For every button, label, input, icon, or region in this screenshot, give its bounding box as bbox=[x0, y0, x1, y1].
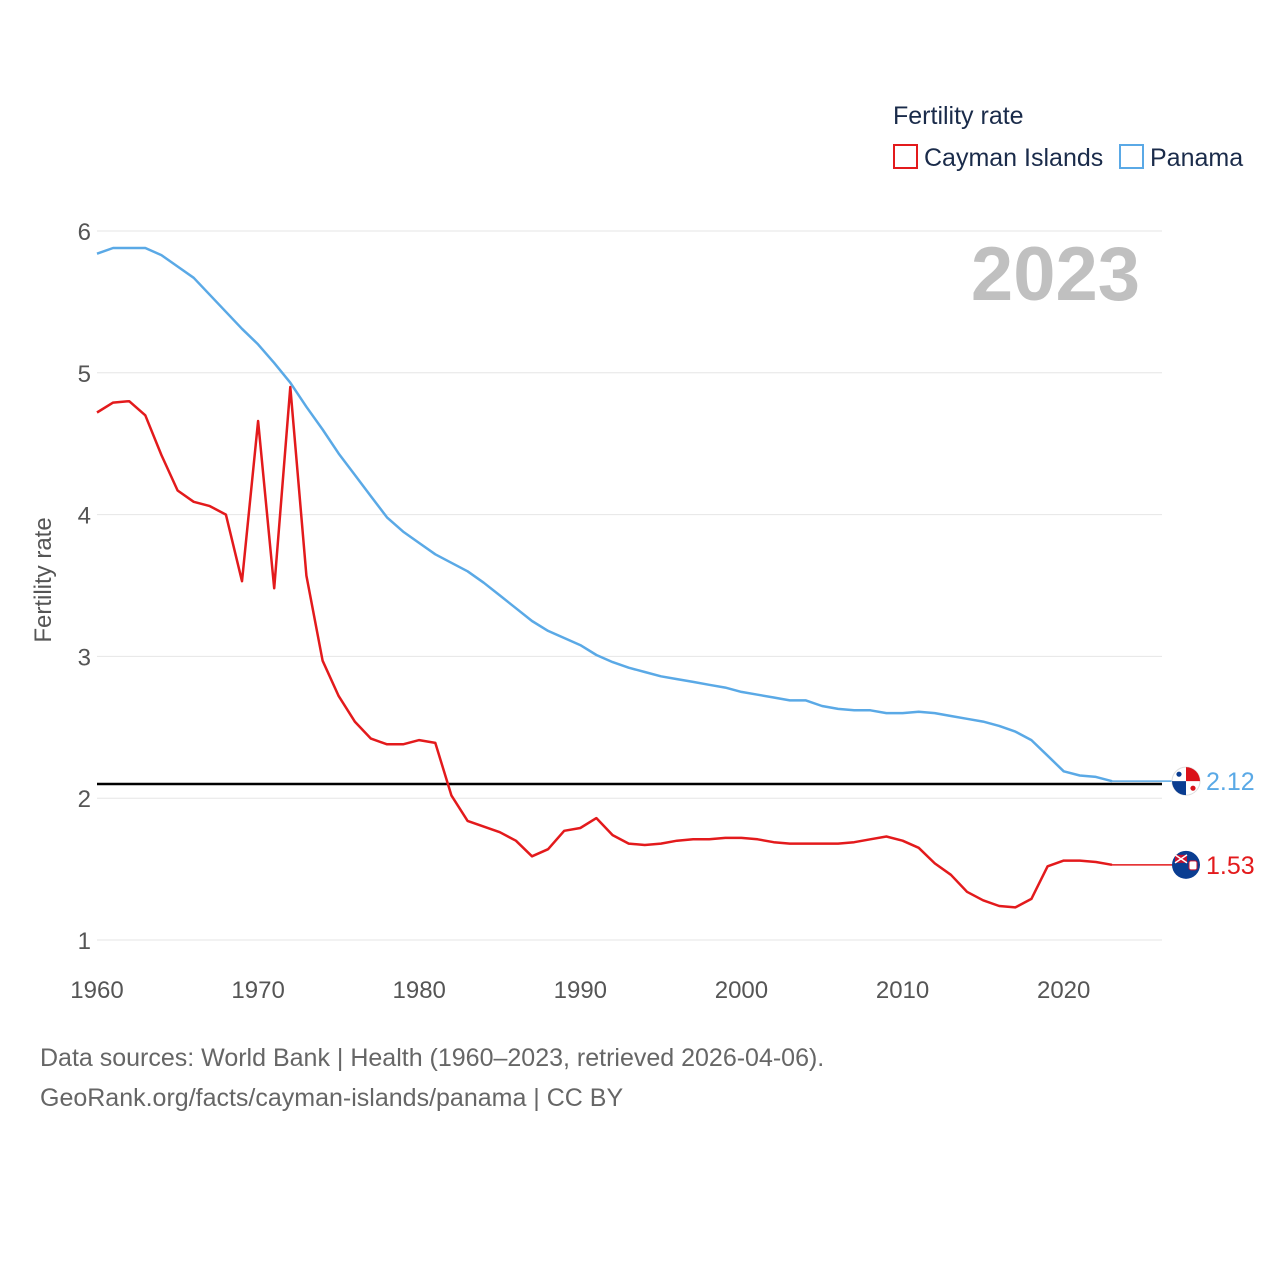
legend-label-cayman-islands: Cayman Islands bbox=[924, 144, 1103, 172]
legend-label-panama: Panama bbox=[1150, 144, 1243, 172]
series-line-panama bbox=[96, 246, 1113, 783]
y-tick-label: 4 bbox=[78, 503, 91, 530]
legend-item-cayman-islands[interactable]: Cayman Islands bbox=[893, 144, 1103, 172]
x-tick-label: 1970 bbox=[231, 977, 284, 1004]
grid-lines bbox=[97, 230, 1162, 941]
y-tick-label: 2 bbox=[78, 786, 91, 813]
data-source-note: Data sources: World Bank | Health (1960–… bbox=[40, 1044, 825, 1072]
series-line-cayman-islands bbox=[96, 385, 1113, 909]
x-tick-label: 1990 bbox=[554, 977, 607, 1004]
end-value-label-cayman-islands: 1.53 bbox=[1206, 852, 1255, 880]
year-watermark: 2023 bbox=[971, 232, 1140, 317]
x-tick-label: 1960 bbox=[70, 977, 123, 1004]
cayman-islands-flag-icon bbox=[1172, 850, 1200, 879]
y-axis-ticks: 1 2 3 4 5 6 bbox=[78, 219, 91, 955]
legend-item-panama[interactable]: Panama bbox=[1119, 144, 1243, 172]
series-end-markers: 1.53 2.12 bbox=[1112, 766, 1255, 880]
legend[interactable]: Fertility rate Cayman Islands Panama bbox=[893, 102, 1243, 172]
x-tick-label: 1980 bbox=[393, 977, 446, 1004]
panama-flag-icon bbox=[1171, 766, 1201, 796]
x-tick-label: 2010 bbox=[876, 977, 929, 1004]
y-axis-title: Fertility rate bbox=[30, 517, 57, 642]
x-tick-label: 2020 bbox=[1037, 977, 1090, 1004]
end-value-label-panama: 2.12 bbox=[1206, 768, 1255, 796]
source-url-license: GeoRank.org/facts/cayman-islands/panama … bbox=[40, 1084, 624, 1112]
x-axis-ticks: 1960 1970 1980 1990 2000 2010 2020 bbox=[70, 977, 1090, 1004]
legend-swatch-cayman-islands bbox=[893, 144, 918, 169]
y-tick-label: 6 bbox=[78, 219, 91, 246]
y-tick-label: 3 bbox=[78, 644, 91, 671]
y-tick-label: 1 bbox=[78, 928, 91, 955]
y-tick-label: 5 bbox=[78, 361, 91, 388]
x-tick-label: 2000 bbox=[715, 977, 768, 1004]
legend-swatch-panama bbox=[1119, 144, 1144, 169]
legend-title: Fertility rate bbox=[893, 102, 1024, 130]
series-lines bbox=[96, 246, 1113, 909]
